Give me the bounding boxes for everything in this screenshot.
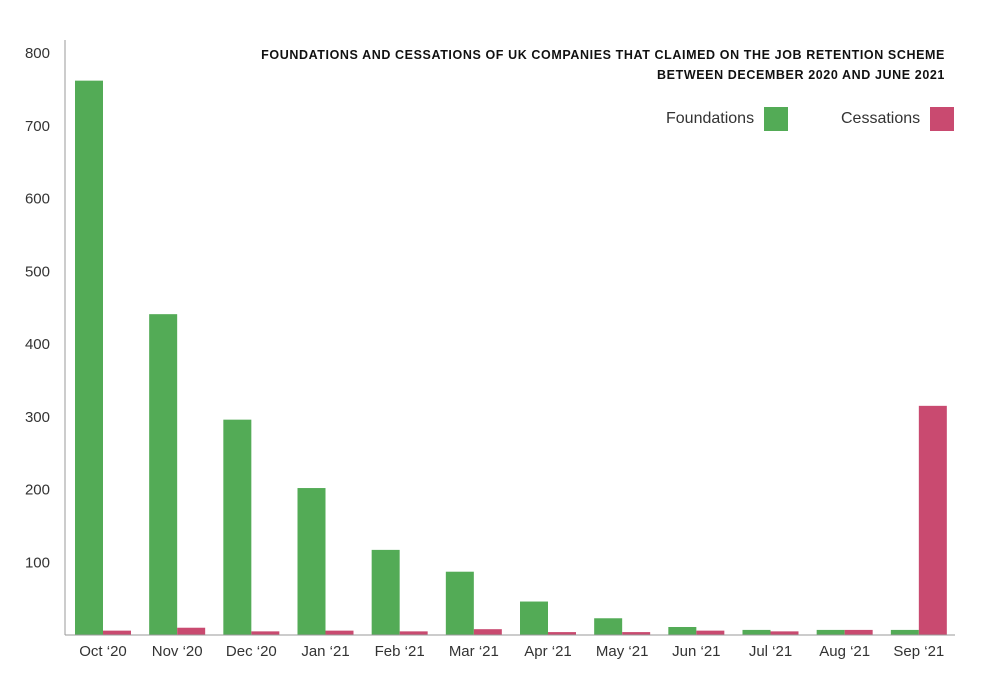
x-tick-label: Feb ‘21	[375, 643, 425, 660]
bar-foundations-1	[149, 314, 178, 635]
x-tick-label: Sep ‘21	[893, 643, 944, 660]
bar-foundations-7	[594, 618, 623, 635]
x-tick-label: Jun ‘21	[672, 643, 720, 660]
legend-label-cessations: Cessations	[841, 110, 921, 127]
y-tick-label: 300	[25, 409, 50, 426]
y-axis: 100 200 300 400 500 600 700 800	[25, 40, 66, 635]
y-tick-label: 200	[25, 482, 50, 499]
legend-swatch-cessations	[930, 107, 955, 131]
x-tick-label: Nov ‘20	[152, 643, 203, 660]
bar-cessations-1	[177, 627, 206, 635]
bars	[75, 80, 947, 635]
bar-cessations-5	[473, 629, 502, 635]
bar-foundations-4	[371, 549, 400, 635]
chart-subtitle: BETWEEN DECEMBER 2020 AND JUNE 2021	[657, 68, 945, 82]
bar-foundations-6	[520, 601, 548, 635]
x-tick-label: Aug ‘21	[819, 643, 870, 660]
bar-foundations-8	[668, 626, 697, 635]
x-tick-label: Apr ‘21	[524, 643, 572, 660]
x-tick-label: Mar ‘21	[449, 643, 499, 660]
legend-item-foundations: Foundations	[666, 107, 789, 131]
bar-cessations-10	[844, 629, 873, 635]
bar-foundations-0	[75, 80, 103, 635]
y-tick-label: 800	[25, 45, 50, 62]
bar-cessations-7	[622, 632, 651, 635]
bar-cessations-9	[770, 631, 799, 635]
bar-foundations-9	[742, 629, 771, 635]
legend-item-cessations: Cessations	[841, 107, 955, 131]
legend-label-foundations: Foundations	[666, 110, 755, 127]
bar-cessations-6	[548, 632, 576, 635]
bar-foundations-11	[890, 629, 919, 635]
bar-foundations-5	[445, 571, 474, 635]
y-tick-label: 600	[25, 191, 50, 208]
y-tick-label: 500	[25, 263, 50, 280]
x-tick-label: May ‘21	[596, 643, 649, 660]
x-tick-label: Jan ‘21	[301, 643, 349, 660]
bar-cessations-0	[103, 630, 131, 635]
bar-cessations-3	[325, 630, 354, 635]
bar-cessations-8	[696, 630, 725, 635]
x-axis: Oct ‘20 Nov ‘20 Dec ‘20 Jan ‘21 Feb ‘21 Mar ‘…	[65, 634, 955, 660]
bar-cessations-2	[251, 631, 280, 635]
bar-foundations-10	[816, 629, 845, 635]
x-tick-label: Jul ‘21	[749, 643, 792, 660]
y-tick-label: 400	[25, 336, 50, 353]
x-tick-label: Dec ‘20	[226, 643, 277, 660]
y-tick-label: 700	[25, 118, 50, 135]
chart-title: FOUNDATIONS AND CESSATIONS OF UK COMPANI…	[261, 48, 945, 62]
bar-foundations-3	[297, 488, 326, 635]
bar-foundations-2	[223, 419, 252, 635]
x-tick-label: Oct ‘20	[79, 643, 127, 660]
bar-cessations-4	[399, 631, 428, 635]
legend-swatch-foundations	[764, 107, 789, 131]
bar-cessations-11	[918, 405, 947, 635]
y-tick-label: 100	[25, 554, 50, 571]
